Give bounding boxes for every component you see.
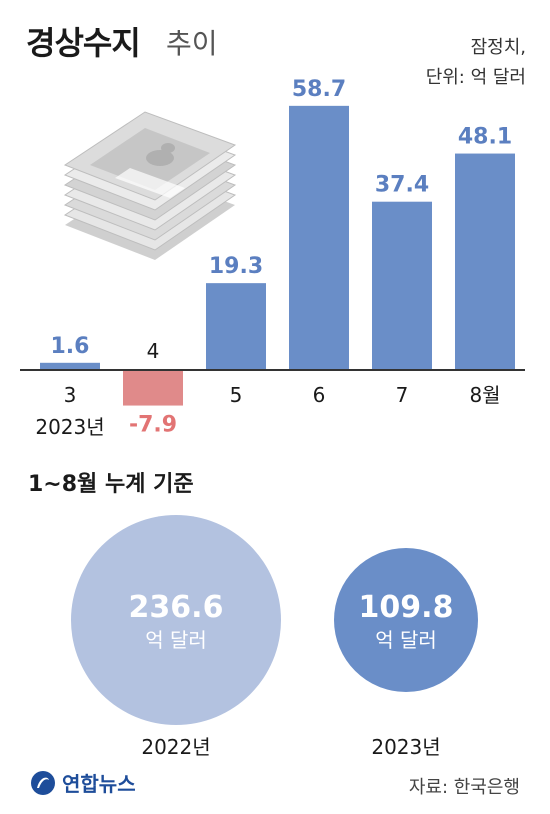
bar-8월 <box>455 153 515 370</box>
cumulative-circles: 236.6 억 달러 2022년 109.8 억 달러 2023년 <box>71 515 478 759</box>
value-label-8월: 48.1 <box>458 125 512 150</box>
cumulative-title: 1~8월 누계 기준 <box>28 472 194 497</box>
yonhap-logo-icon <box>31 770 55 795</box>
circle-2022-unit: 억 달러 <box>145 628 207 652</box>
circle-2023 <box>334 548 478 692</box>
value-label-4: -7.9 <box>129 413 177 438</box>
value-label-6: 58.7 <box>292 77 346 102</box>
bar-7 <box>372 201 432 370</box>
value-label-5: 19.3 <box>209 254 263 279</box>
category-label-8월: 8월 <box>469 383 500 407</box>
circle-2022-value: 236.6 <box>129 590 224 625</box>
year-label: 2023년 <box>35 415 104 439</box>
money-stack-icon <box>63 111 237 260</box>
value-label-3: 1.6 <box>51 334 90 359</box>
chart-title: 경상수지 <box>26 24 141 62</box>
year-2023: 2023년 <box>371 735 440 759</box>
category-label-7: 7 <box>396 383 409 407</box>
bar-4 <box>123 370 183 406</box>
source-note: 자료: 한국은행 <box>408 777 520 798</box>
logo-text: 연합뉴스 <box>62 772 136 796</box>
circle-2023-value: 109.8 <box>359 590 454 625</box>
note-line-1: 잠정치, <box>470 37 526 58</box>
note-line-2: 단위: 억 달러 <box>425 67 526 88</box>
bar-6 <box>289 105 349 370</box>
yonhap-logo: 연합뉴스 <box>30 768 136 797</box>
category-label-6: 6 <box>313 383 326 407</box>
category-label-5: 5 <box>230 383 243 407</box>
bar-5 <box>206 283 266 370</box>
circle-2023-unit: 억 달러 <box>375 628 437 652</box>
chart-subtitle: 추이 <box>166 27 218 60</box>
unit-note: 잠정치, 단위: 억 달러 <box>426 33 526 93</box>
year-2022: 2022년 <box>141 735 210 759</box>
bar-3 <box>40 362 100 370</box>
circle-2022 <box>71 515 281 725</box>
bar-chart: 1.6 3 -7.9 4 19.3 5 58.7 6 37.4 7 48.1 8월 2023년 <box>20 77 525 439</box>
category-label-4: 4 <box>147 339 160 363</box>
value-label-7: 37.4 <box>375 173 429 198</box>
category-label-3: 3 <box>64 383 77 407</box>
